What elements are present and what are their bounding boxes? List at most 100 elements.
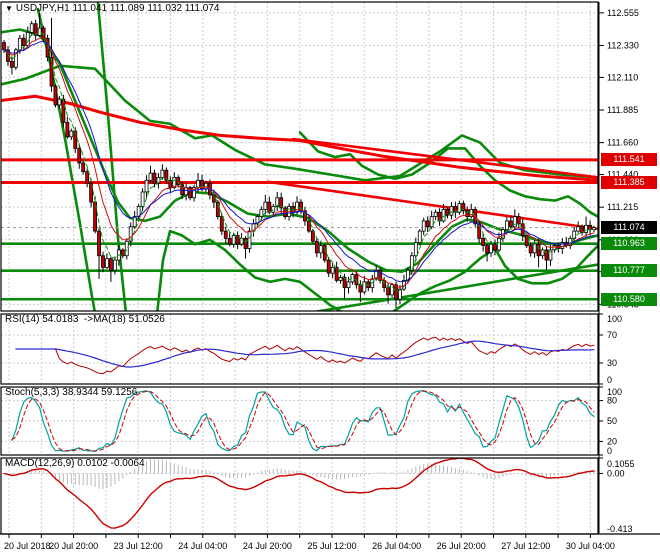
candle-body	[362, 281, 367, 293]
red-slow-ma	[1, 94, 598, 182]
candle-body	[548, 249, 553, 261]
rsi-scale-label: 0	[607, 375, 612, 385]
candle-body	[512, 216, 517, 228]
candle-body	[299, 201, 303, 212]
rsi-scale-label: 100	[607, 314, 622, 324]
price-axis-label: 111.885	[607, 105, 638, 115]
thin-ma-2	[3, 40, 595, 283]
candle-body	[148, 172, 153, 181]
candle-body	[89, 182, 94, 203]
candle-body	[17, 37, 22, 51]
stoch-d-line	[11, 390, 595, 452]
candle-body	[223, 230, 228, 239]
candle-body	[536, 243, 541, 257]
candle-body	[497, 237, 501, 251]
candle-body	[243, 237, 248, 249]
candle-body	[445, 208, 450, 216]
stoch-scale-label: 20	[607, 436, 617, 446]
price-badge-support-3: 110.580	[601, 292, 657, 306]
green-ma-curve-0	[1, 64, 598, 182]
thin-ma-1	[3, 37, 595, 288]
rsi-ma-line	[15, 340, 595, 368]
candle-body	[49, 56, 54, 87]
candle-body	[41, 27, 46, 39]
price-badge-current: 111.074	[601, 221, 657, 235]
stoch-panel-layer	[11, 390, 595, 452]
candle-body	[386, 287, 390, 296]
rsi-panel-layer	[15, 336, 595, 375]
candle-body	[152, 172, 157, 184]
date-axis-label: 24 Jul 20:00	[243, 541, 292, 551]
rsi-scale-label: 30	[607, 358, 617, 368]
candle-body	[215, 201, 220, 218]
stoch-panel-label: Stoch(5,3,3) 38.9344 59.1256	[5, 387, 138, 398]
candle-body	[57, 98, 62, 106]
candle-body	[489, 243, 493, 254]
date-axis-label: 25 Jul 12:00	[307, 541, 356, 551]
candle-body	[156, 177, 161, 184]
candle-body	[425, 220, 430, 228]
candle-body	[112, 259, 117, 271]
candle-body	[409, 255, 414, 271]
candle-body	[449, 206, 454, 216]
candle-body	[461, 203, 466, 212]
red-trendline-1	[266, 180, 598, 231]
candle-body	[13, 49, 18, 68]
candle-body	[493, 243, 497, 251]
candle-body	[310, 230, 315, 242]
candle-body	[560, 242, 565, 249]
candle-body	[69, 130, 74, 138]
candle-body	[303, 210, 307, 222]
candle-body	[322, 245, 327, 261]
ohlc-high: 111.089	[109, 3, 145, 14]
price-badge-resistance-1: 111.541	[601, 153, 657, 167]
candle-body	[485, 245, 489, 254]
candle-body	[441, 208, 446, 222]
price-axis-label: 111.215	[607, 202, 638, 212]
candle-body	[271, 206, 276, 213]
date-axis-label: 26 Jul 04:00	[372, 541, 421, 551]
green-ma-curve-2	[298, 131, 598, 218]
macd-scale-label: -0.413	[607, 524, 633, 534]
candle-body	[279, 197, 284, 209]
stoch-scale-label: 0	[607, 446, 612, 456]
panel-border	[0, 1, 599, 312]
ohlc-close: 111.074	[184, 3, 220, 14]
candle-body	[188, 187, 193, 199]
macd-scale-label: 0.1055	[607, 459, 635, 469]
candle-body	[342, 277, 347, 289]
candle-body	[231, 235, 236, 245]
candle-body	[334, 266, 339, 281]
candle-body	[540, 249, 545, 257]
ohlc-low: 111.032	[147, 3, 183, 14]
candle-body	[421, 220, 426, 232]
candle-body	[132, 216, 137, 228]
price-badge-resistance-2: 111.385	[601, 176, 657, 189]
candle-body	[592, 227, 596, 231]
candle-body	[219, 216, 224, 232]
date-axis-label: 27 Jul 12:00	[501, 541, 550, 551]
candle-body	[318, 245, 323, 254]
candle-body	[504, 220, 509, 231]
candle-body	[85, 171, 90, 184]
candle-body	[211, 194, 216, 203]
candle-body	[77, 148, 82, 164]
candle-body	[306, 220, 311, 232]
candle-body	[394, 284, 398, 300]
date-axis-label: 23 Jul 12:00	[114, 541, 163, 551]
rsi-scale-label: 70	[607, 330, 617, 340]
symbol-collapse-triangle-icon[interactable]: ▼	[5, 4, 13, 13]
candle-body	[227, 237, 232, 245]
candle-body	[10, 61, 14, 68]
candle-body	[81, 162, 86, 173]
candle-body	[390, 284, 394, 296]
thin-ma-0	[3, 31, 595, 292]
candle-body	[21, 37, 26, 46]
macd-scale-label: 0.00	[607, 468, 625, 478]
candle-body	[144, 179, 149, 193]
candle-body	[314, 240, 319, 254]
candle-body	[33, 23, 38, 36]
candle-body	[164, 169, 169, 181]
